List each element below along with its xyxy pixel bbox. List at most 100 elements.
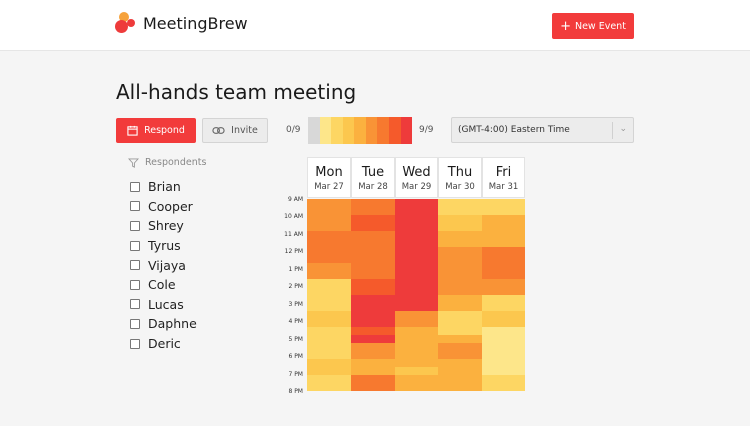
respondent-checkbox[interactable]	[130, 338, 140, 349]
time-slot-cell[interactable]	[395, 207, 438, 216]
time-slot-cell[interactable]	[395, 375, 438, 384]
invite-button[interactable]: Invite	[202, 118, 268, 143]
time-slot-cell[interactable]	[482, 343, 525, 352]
time-slot-cell[interactable]	[438, 343, 482, 352]
time-slot-cell[interactable]	[351, 367, 395, 376]
time-slot-cell[interactable]	[307, 231, 351, 240]
time-slot-cell[interactable]	[351, 335, 395, 344]
time-slot-cell[interactable]	[438, 199, 482, 208]
respondent-checkbox[interactable]	[130, 240, 140, 251]
time-slot-cell[interactable]	[438, 367, 482, 376]
time-slot-cell[interactable]	[351, 215, 395, 224]
time-slot-cell[interactable]	[395, 359, 438, 368]
new-event-button[interactable]: + New Event	[552, 13, 634, 39]
time-slot-cell[interactable]	[438, 223, 482, 232]
time-slot-cell[interactable]	[438, 215, 482, 224]
time-slot-cell[interactable]	[438, 263, 482, 272]
time-slot-cell[interactable]	[482, 359, 525, 368]
time-slot-cell[interactable]	[395, 343, 438, 352]
time-slot-cell[interactable]	[482, 255, 525, 264]
time-slot-cell[interactable]	[482, 263, 525, 272]
time-slot-cell[interactable]	[351, 351, 395, 360]
time-slot-cell[interactable]	[351, 247, 395, 256]
time-slot-cell[interactable]	[307, 383, 351, 392]
time-slot-cell[interactable]	[482, 207, 525, 216]
time-slot-cell[interactable]	[307, 247, 351, 256]
respondent-item[interactable]: Brian	[130, 177, 197, 197]
respondent-checkbox[interactable]	[130, 201, 140, 212]
respondent-checkbox[interactable]	[130, 299, 140, 310]
time-slot-cell[interactable]	[351, 239, 395, 248]
time-slot-cell[interactable]	[351, 319, 395, 328]
time-slot-cell[interactable]	[307, 215, 351, 224]
time-slot-cell[interactable]	[351, 303, 395, 312]
time-slot-cell[interactable]	[395, 311, 438, 320]
time-slot-cell[interactable]	[395, 199, 438, 208]
time-slot-cell[interactable]	[482, 223, 525, 232]
time-slot-cell[interactable]	[307, 351, 351, 360]
time-slot-cell[interactable]	[482, 383, 525, 392]
time-slot-cell[interactable]	[351, 383, 395, 392]
respondent-item[interactable]: Shrey	[130, 216, 197, 236]
time-slot-cell[interactable]	[438, 207, 482, 216]
time-slot-cell[interactable]	[351, 263, 395, 272]
time-slot-cell[interactable]	[351, 199, 395, 208]
time-slot-cell[interactable]	[482, 239, 525, 248]
time-slot-cell[interactable]	[482, 279, 525, 288]
respondent-checkbox[interactable]	[130, 220, 140, 231]
time-slot-cell[interactable]	[438, 311, 482, 320]
time-slot-cell[interactable]	[395, 367, 438, 376]
time-slot-cell[interactable]	[307, 287, 351, 296]
time-slot-cell[interactable]	[307, 311, 351, 320]
time-slot-cell[interactable]	[395, 255, 438, 264]
time-slot-cell[interactable]	[482, 303, 525, 312]
time-slot-cell[interactable]	[438, 303, 482, 312]
time-slot-cell[interactable]	[482, 319, 525, 328]
time-slot-cell[interactable]	[395, 231, 438, 240]
time-slot-cell[interactable]	[307, 319, 351, 328]
time-slot-cell[interactable]	[307, 295, 351, 304]
time-slot-cell[interactable]	[395, 383, 438, 392]
time-slot-cell[interactable]	[482, 247, 525, 256]
time-slot-cell[interactable]	[307, 359, 351, 368]
time-slot-cell[interactable]	[351, 231, 395, 240]
respondent-checkbox[interactable]	[130, 260, 140, 271]
time-slot-cell[interactable]	[395, 271, 438, 280]
time-slot-cell[interactable]	[438, 359, 482, 368]
time-slot-cell[interactable]	[438, 239, 482, 248]
respondent-checkbox[interactable]	[130, 318, 140, 329]
time-slot-cell[interactable]	[351, 255, 395, 264]
time-slot-cell[interactable]	[438, 383, 482, 392]
time-slot-cell[interactable]	[438, 271, 482, 280]
time-slot-cell[interactable]	[482, 367, 525, 376]
time-slot-cell[interactable]	[438, 319, 482, 328]
time-slot-cell[interactable]	[351, 375, 395, 384]
time-slot-cell[interactable]	[395, 215, 438, 224]
time-slot-cell[interactable]	[482, 231, 525, 240]
timezone-select[interactable]: (GMT-4:00) Eastern Time ⌄	[451, 117, 634, 143]
respondent-item[interactable]: Tyrus	[130, 236, 197, 256]
time-slot-cell[interactable]	[482, 271, 525, 280]
time-slot-cell[interactable]	[351, 207, 395, 216]
time-slot-cell[interactable]	[307, 343, 351, 352]
time-slot-cell[interactable]	[395, 223, 438, 232]
time-slot-cell[interactable]	[307, 263, 351, 272]
time-slot-cell[interactable]	[351, 327, 395, 336]
time-slot-cell[interactable]	[482, 351, 525, 360]
time-slot-cell[interactable]	[482, 311, 525, 320]
time-slot-cell[interactable]	[482, 327, 525, 336]
time-slot-cell[interactable]	[482, 215, 525, 224]
time-slot-cell[interactable]	[351, 223, 395, 232]
respondent-item[interactable]: Cole	[130, 275, 197, 295]
time-slot-cell[interactable]	[351, 279, 395, 288]
time-slot-cell[interactable]	[395, 303, 438, 312]
time-slot-cell[interactable]	[307, 207, 351, 216]
time-slot-cell[interactable]	[307, 223, 351, 232]
time-slot-cell[interactable]	[438, 295, 482, 304]
time-slot-cell[interactable]	[351, 271, 395, 280]
time-slot-cell[interactable]	[438, 375, 482, 384]
time-slot-cell[interactable]	[438, 335, 482, 344]
time-slot-cell[interactable]	[307, 375, 351, 384]
time-slot-cell[interactable]	[307, 335, 351, 344]
logo-icon[interactable]	[115, 12, 139, 36]
